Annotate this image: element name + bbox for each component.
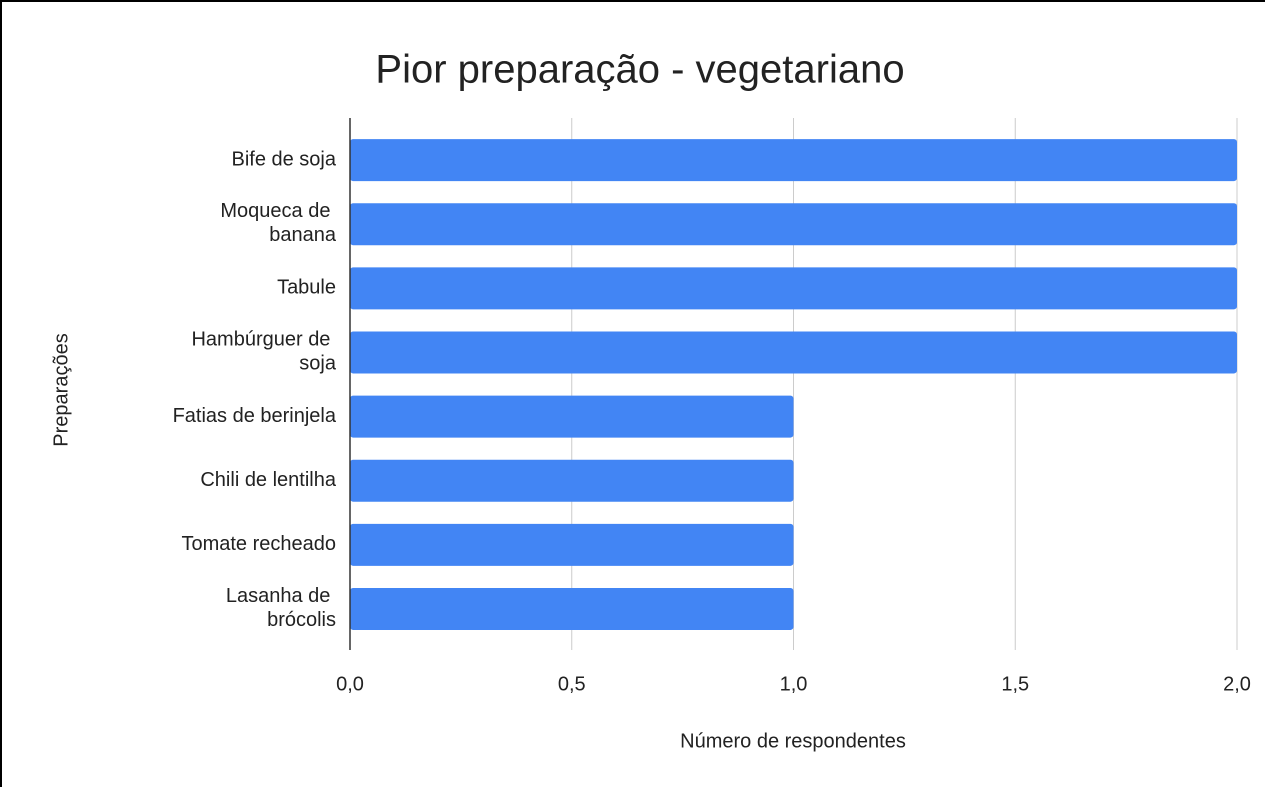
x-tick-label: 0,0	[336, 673, 364, 695]
y-tick-label: Lasanha de brócolis	[226, 585, 336, 631]
x-tick-label: 0,5	[558, 673, 586, 695]
chart-title: Pior preparação - vegetariano	[375, 48, 904, 92]
y-tick-label: Fatias de berinjela	[173, 405, 337, 427]
bar	[350, 139, 1237, 182]
bar	[350, 587, 794, 630]
x-tick-label: 1,0	[780, 673, 808, 695]
y-tick-label: Hambúrguer de soja	[191, 329, 336, 375]
x-axis-label: Número de respondentes	[680, 730, 906, 752]
y-axis-label: Preparações	[50, 333, 72, 446]
y-tick-label: Chili de lentilha	[200, 469, 337, 491]
y-tick-label: Tabule	[277, 277, 336, 299]
bar	[350, 267, 1237, 310]
y-tick-label: Moqueca de banana	[220, 200, 337, 246]
y-tick-label: Bife de soja	[231, 148, 336, 170]
y-tick-label: Tomate recheado	[181, 533, 336, 555]
bar	[350, 523, 794, 566]
x-tick-label: 1,5	[1001, 673, 1029, 695]
x-tick-label: 2,0	[1223, 673, 1251, 695]
bar	[350, 395, 794, 438]
bar	[350, 331, 1237, 374]
bar	[350, 203, 1237, 246]
bar	[350, 459, 794, 502]
